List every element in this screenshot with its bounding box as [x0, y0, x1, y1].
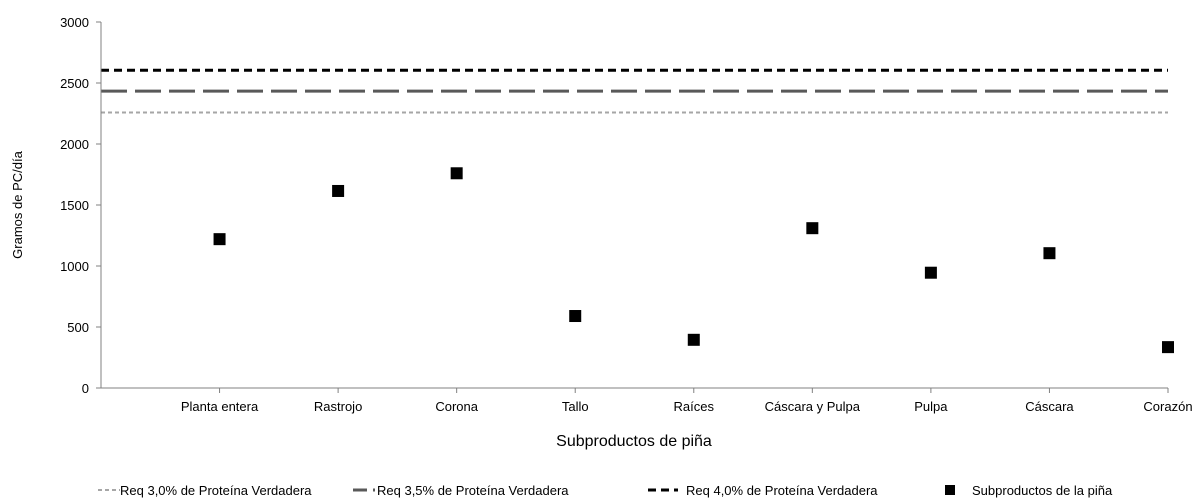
legend-label-req-4-0: Req 4,0% de Proteína Verdadera — [686, 483, 878, 498]
legend: Req 3,0% de Proteína Verdadera Req 3,5% … — [98, 483, 1113, 498]
data-points — [213, 167, 1174, 354]
y-tick-label: 0 — [82, 381, 89, 396]
legend-marker-subproductos — [945, 485, 955, 495]
x-tick-label: Cáscara y Pulpa — [765, 399, 861, 414]
data-point — [687, 333, 700, 346]
y-tick-label: 2000 — [60, 137, 89, 152]
legend-label-req-3-0: Req 3,0% de Proteína Verdadera — [120, 483, 312, 498]
y-tick-label: 3000 — [60, 15, 89, 30]
legend-label-subproductos: Subproductos de la piña — [972, 483, 1113, 498]
y-tick-label: 500 — [67, 320, 89, 335]
x-tick-label: Raíces — [674, 399, 715, 414]
data-point — [332, 184, 345, 197]
x-axis-title: Subproductos de piña — [556, 433, 712, 450]
x-ticks: Planta entera Rastrojo Corona Tallo Raíces Cá… — [181, 388, 1193, 414]
y-tick-label: 2500 — [60, 76, 89, 91]
y-tick-label: 1500 — [60, 198, 89, 213]
y-axis-title: Gramos de PC/día — [10, 150, 25, 258]
x-tick-label: Cáscara — [1025, 399, 1074, 414]
data-point — [806, 222, 819, 235]
x-tick-label: Corazón — [1143, 399, 1192, 414]
y-tick-label: 1000 — [60, 259, 89, 274]
axes — [100, 22, 1168, 389]
data-point — [450, 167, 463, 180]
data-point — [1162, 341, 1174, 354]
data-point — [569, 310, 582, 323]
y-ticks: 0 500 1000 1500 2000 2500 3000 — [60, 15, 101, 396]
x-tick-label: Pulpa — [914, 399, 948, 414]
data-point — [924, 266, 937, 279]
data-point — [213, 233, 226, 246]
reference-lines — [101, 68, 1168, 114]
x-tick-label: Corona — [435, 399, 478, 414]
x-tick-label: Rastrojo — [314, 399, 362, 414]
x-tick-label: Planta entera — [181, 399, 259, 414]
legend-label-req-3-5: Req 3,5% de Proteína Verdadera — [377, 483, 569, 498]
data-point — [1043, 247, 1056, 260]
x-tick-label: Tallo — [562, 399, 589, 414]
